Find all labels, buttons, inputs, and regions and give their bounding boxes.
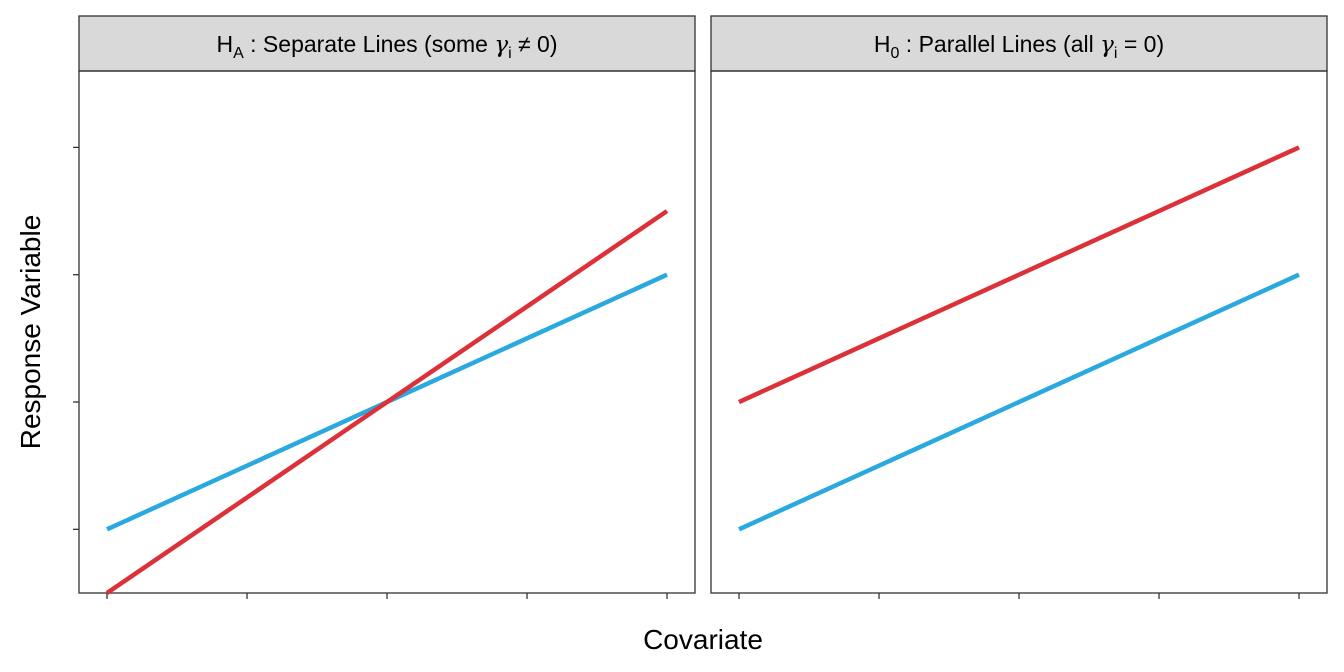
series-line (105, 209, 669, 595)
strip-background (78, 15, 696, 72)
series-line (738, 272, 1300, 532)
x-axis-label: Covariate (643, 624, 763, 655)
plot-border (710, 70, 1328, 594)
plot-border (78, 70, 696, 594)
y-axis-label: Response Variable (15, 215, 46, 450)
panel-2: H0 : Parallel Lines (all γi = 0) (710, 15, 1328, 599)
strip-label: H0 : Parallel Lines (all γi = 0) (874, 31, 1164, 62)
strip-background (710, 15, 1328, 72)
series-line (738, 145, 1300, 405)
panel-1: HA : Separate Lines (some γi ≠ 0) (73, 15, 696, 599)
strip-label: HA : Separate Lines (some γi ≠ 0) (216, 31, 557, 62)
